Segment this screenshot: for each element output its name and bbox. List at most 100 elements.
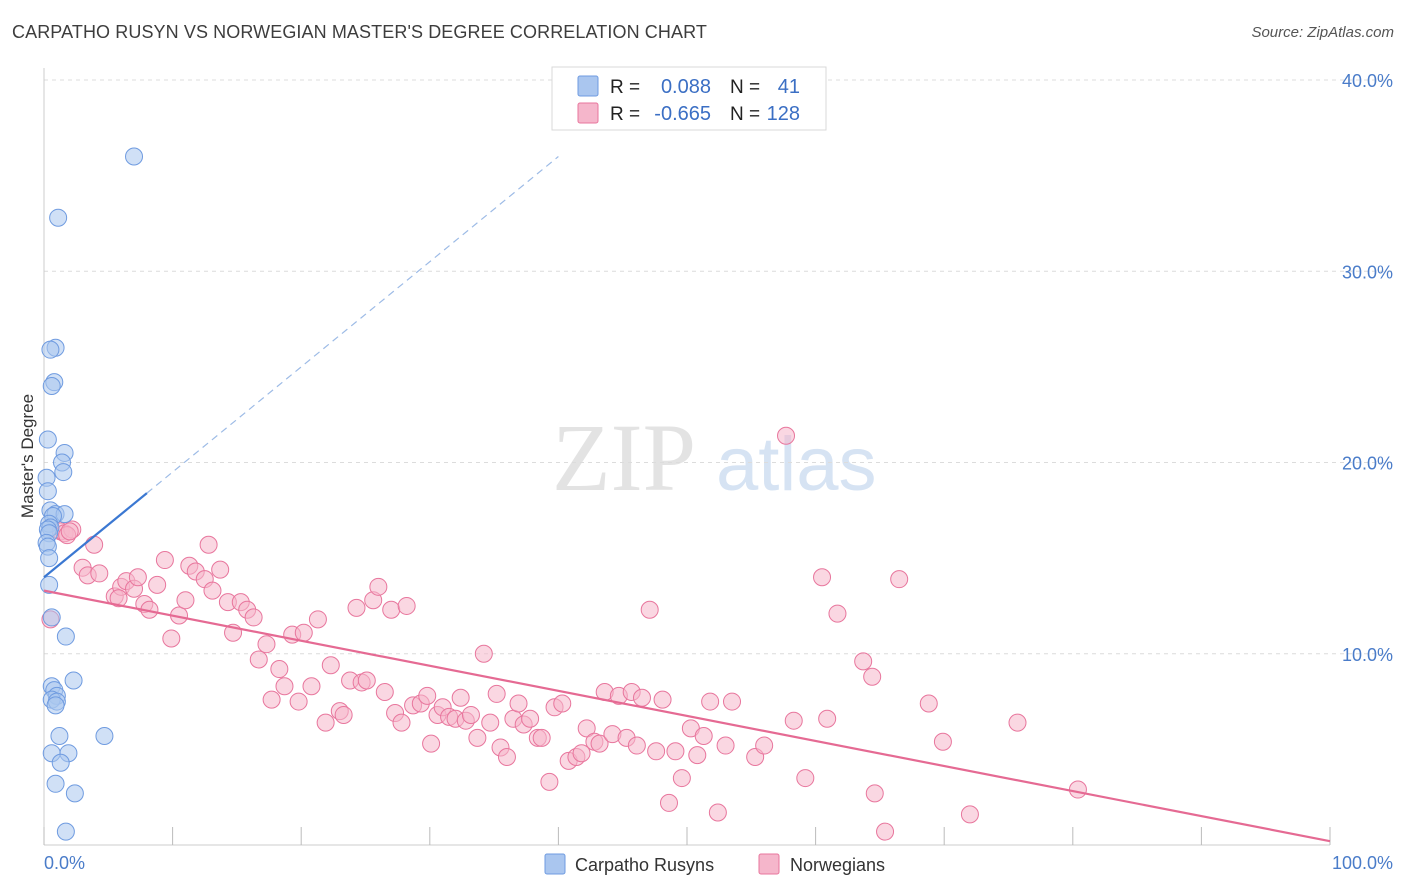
chart-title: CARPATHO RUSYN VS NORWEGIAN MASTER'S DEG… [12, 22, 707, 42]
data-point-carpatho-rusyns [46, 696, 65, 715]
data-point-norwegians [270, 660, 289, 679]
stats-n-label-blue: N = [730, 77, 760, 98]
data-point-norwegians [577, 719, 596, 738]
legend-swatch-norwegians [758, 853, 780, 875]
data-point-norwegians [521, 709, 540, 728]
data-point-carpatho-rusyns [38, 482, 57, 501]
trend-line-carpatho-rusyns-extended [146, 156, 559, 494]
data-point-norwegians [392, 713, 411, 732]
data-point-norwegians [203, 581, 222, 600]
data-point-carpatho-rusyns [64, 671, 83, 690]
data-point-norwegians [308, 610, 327, 629]
data-point-norwegians [553, 694, 572, 713]
data-point-carpatho-rusyns [41, 340, 60, 359]
data-point-norwegians [590, 734, 609, 753]
data-point-norwegians [275, 677, 294, 696]
data-point-norwegians [647, 742, 666, 761]
data-point-carpatho-rusyns [50, 726, 69, 745]
data-point-norwegians [474, 644, 493, 663]
data-point-norwegians [109, 589, 128, 608]
stats-swatch-blue [577, 75, 599, 97]
data-point-norwegians [784, 711, 803, 730]
series-norwegians [41, 426, 1087, 841]
data-point-norwegians [60, 522, 79, 541]
watermark-zip: ZIP [552, 404, 696, 511]
stats-n-value-blue: 41 [778, 76, 800, 98]
data-point-norwegians [640, 600, 659, 619]
data-point-norwegians [532, 728, 551, 747]
data-point-carpatho-rusyns [125, 147, 144, 166]
data-point-norwegians [302, 677, 321, 696]
data-point-norwegians [148, 575, 167, 594]
data-point-carpatho-rusyns [65, 784, 84, 803]
data-point-norwegians [572, 744, 591, 763]
data-point-carpatho-rusyns [38, 430, 57, 449]
data-point-norwegians [294, 623, 313, 642]
data-point-norwegians [90, 564, 109, 583]
data-point-carpatho-rusyns [42, 377, 61, 395]
data-point-carpatho-rusyns [95, 726, 114, 745]
stats-r-label-pink: R = [610, 104, 640, 125]
stats-r-label-blue: R = [610, 77, 640, 98]
data-point-norwegians [716, 736, 735, 755]
data-point-carpatho-rusyns [42, 608, 61, 627]
data-point-norwegians [382, 600, 401, 619]
data-point-norwegians [347, 598, 366, 617]
data-point-norwegians [796, 769, 815, 788]
legend-label-carpatho-rusyns: Carpatho Rusyns [575, 855, 714, 875]
data-point-carpatho-rusyns [56, 627, 75, 646]
data-point-norwegians [919, 694, 938, 713]
data-point-norwegians [818, 709, 837, 728]
data-point-norwegians [723, 692, 742, 711]
y-tick-label: 20.0% [1342, 454, 1393, 474]
stats-r-value-pink: -0.665 [654, 103, 711, 125]
x-tick-label: 0.0% [44, 853, 85, 873]
data-point-carpatho-rusyns [51, 753, 70, 772]
data-point-norwegians [85, 535, 104, 554]
y-tick-label: 40.0% [1342, 71, 1393, 91]
data-point-norwegians [461, 705, 480, 724]
data-point-norwegians [854, 652, 873, 671]
data-point-carpatho-rusyns [46, 774, 65, 793]
trend-line-norwegians [43, 589, 1331, 843]
data-point-norwegians [701, 692, 720, 711]
data-point-norwegians [659, 793, 678, 812]
data-point-norwegians [863, 667, 882, 686]
data-point-norwegians [627, 736, 646, 755]
data-point-norwegians [375, 683, 394, 701]
data-point-carpatho-rusyns [56, 822, 75, 841]
data-point-norwegians [813, 568, 832, 587]
y-tick-label: 30.0% [1342, 262, 1393, 282]
data-point-norwegians [211, 560, 230, 579]
data-point-norwegians [316, 713, 335, 732]
series-legend: Carpatho Rusyns Norwegians [544, 853, 885, 875]
data-point-norwegians [128, 568, 147, 587]
data-point-norwegians [487, 684, 506, 703]
data-point-norwegians [244, 608, 263, 627]
data-point-norwegians [865, 784, 884, 803]
data-point-norwegians [890, 570, 909, 589]
stats-r-value-blue: 0.088 [661, 76, 711, 98]
y-tick-label: 10.0% [1342, 645, 1393, 665]
stats-n-label-pink: N = [730, 104, 760, 125]
data-point-norwegians [369, 577, 388, 596]
data-point-norwegians [176, 591, 195, 610]
data-point-norwegians [162, 629, 181, 648]
axes [43, 68, 1331, 846]
y-axis-title: Master's Degree [18, 394, 37, 518]
data-point-norwegians [688, 746, 707, 765]
data-point-norwegians [828, 604, 847, 623]
data-point-norwegians [334, 705, 353, 724]
data-point-norwegians [497, 748, 516, 767]
data-point-norwegians [451, 688, 470, 707]
data-point-norwegians [777, 426, 796, 445]
legend-label-norwegians: Norwegians [790, 855, 885, 875]
y-tick-labels: 10.0% 20.0% 30.0% 40.0% [1342, 71, 1393, 665]
data-point-norwegians [249, 650, 268, 669]
data-point-carpatho-rusyns [49, 208, 68, 227]
data-point-norwegians [422, 734, 441, 753]
watermark-atlas: atlas [716, 422, 877, 507]
data-point-carpatho-rusyns [40, 575, 59, 594]
data-point-norwegians [632, 688, 651, 707]
